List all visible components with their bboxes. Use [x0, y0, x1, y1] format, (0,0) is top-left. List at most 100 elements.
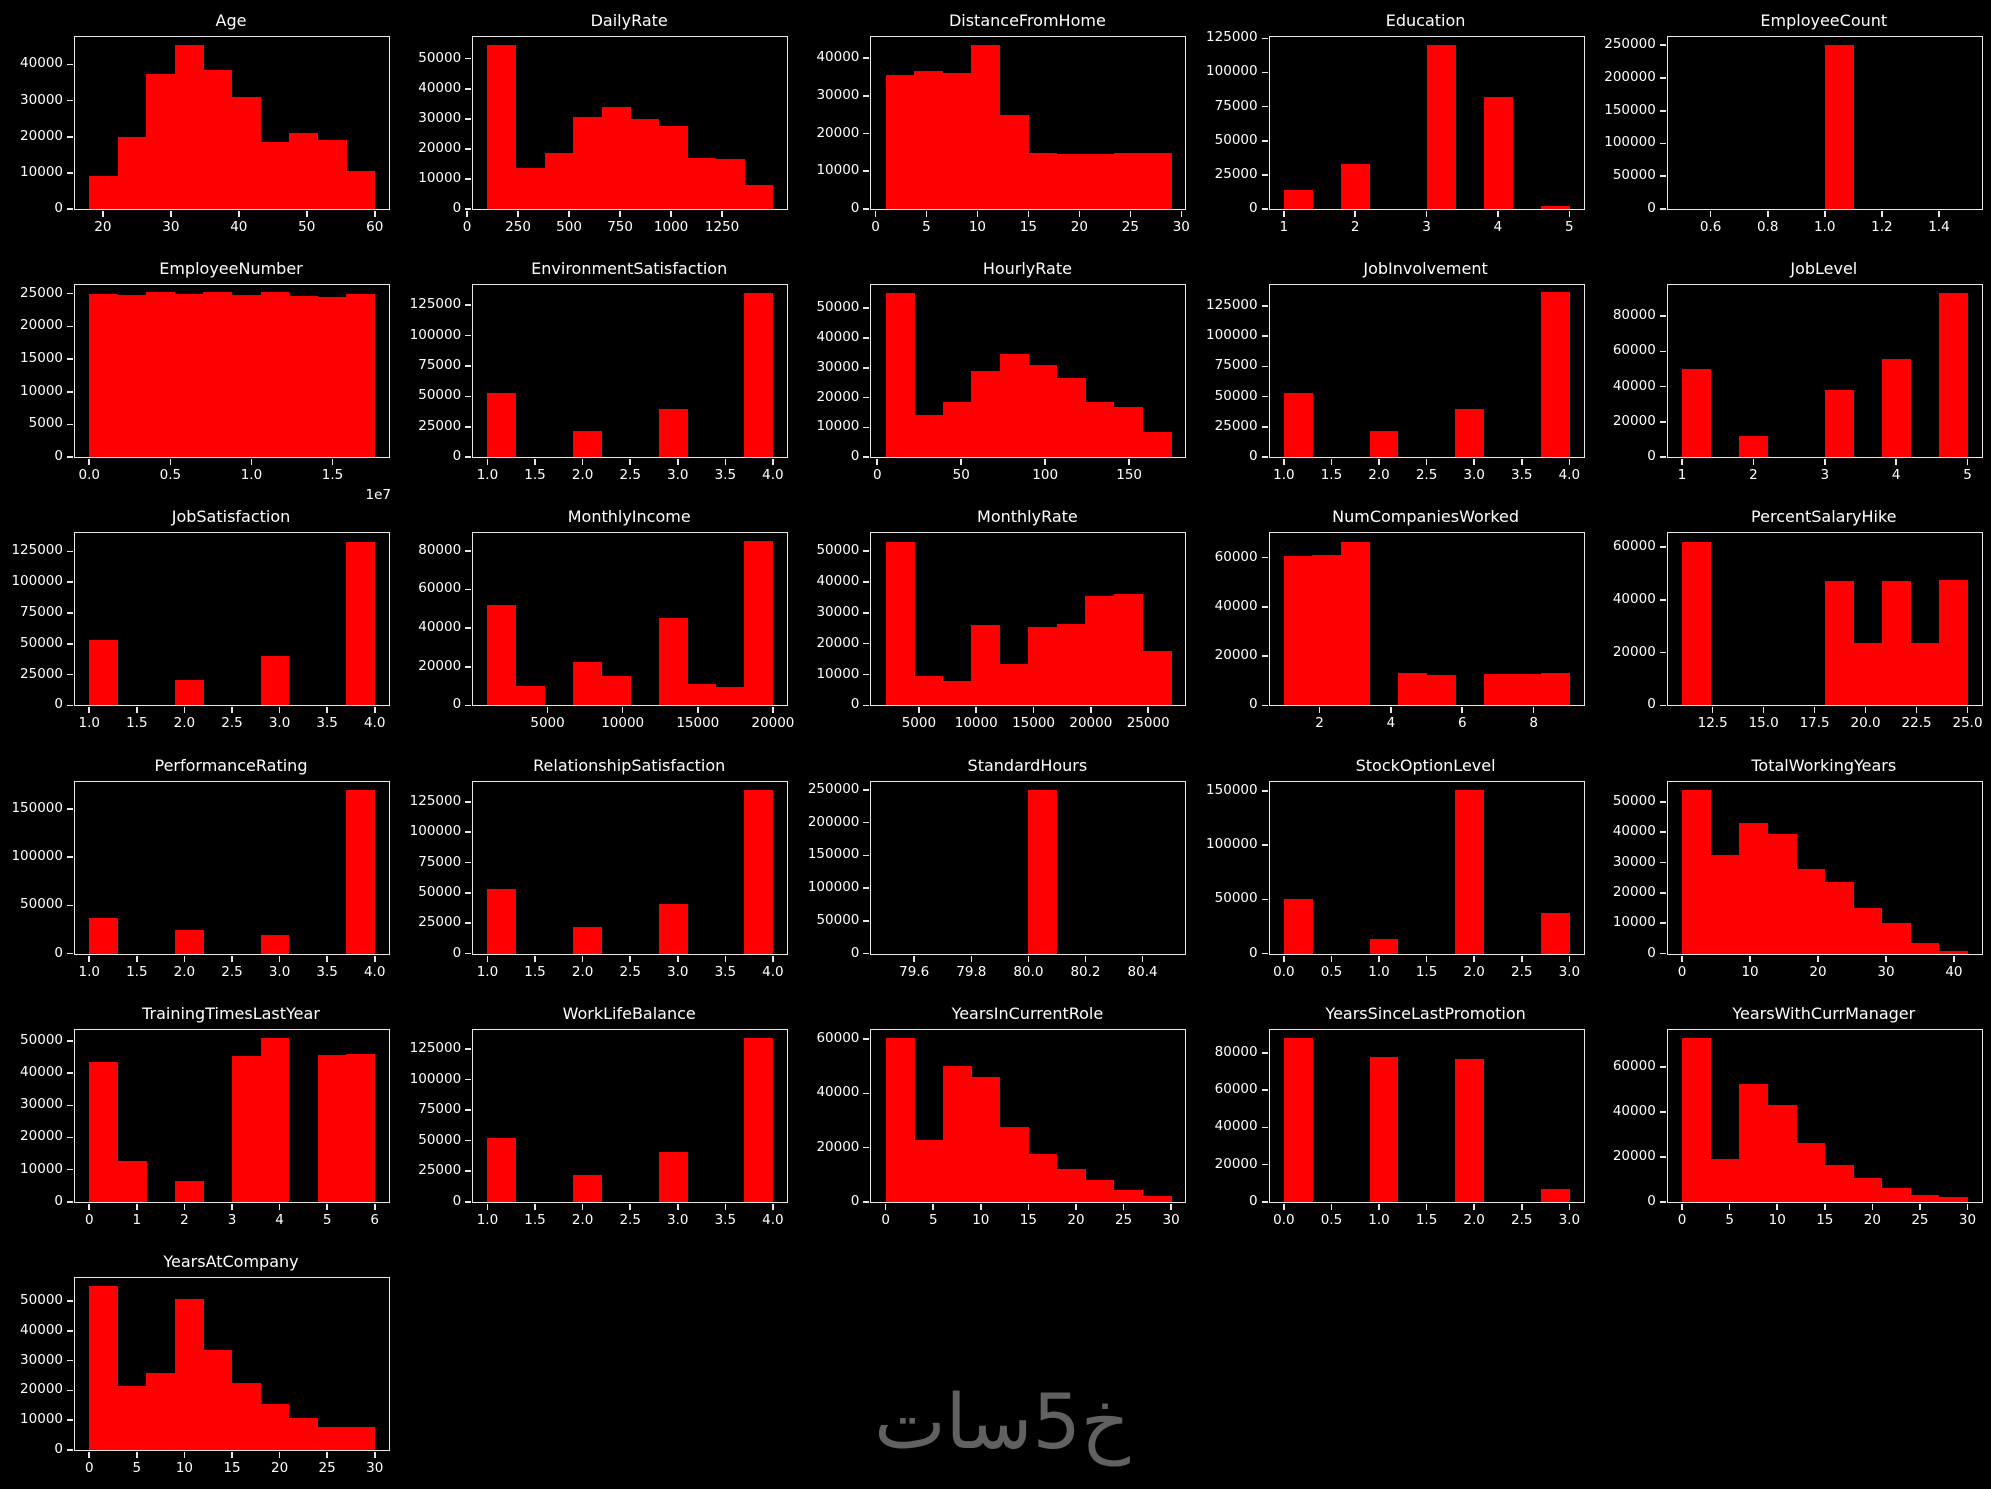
y-tick-mark: [1659, 456, 1666, 458]
x-tick-mark: [1318, 707, 1321, 714]
histogram-yearssincelastpromotion: YearsSinceLastPromotion 0 20000 40000 60000 8…: [1195, 993, 1593, 1241]
histogram-bar: [942, 1066, 972, 1202]
y-tick-mark: [863, 1146, 870, 1149]
x-tick-mark: [373, 1203, 376, 1210]
plot-title: YearsInCurrentRole: [951, 1003, 1104, 1023]
y-tick-mark: [1659, 704, 1666, 707]
x-tick-label: 250: [505, 219, 531, 235]
histogram-bar: [971, 625, 1001, 706]
plot-title: RelationshipSatisfaction: [533, 755, 726, 775]
y-tick-label: 100000: [1604, 134, 1656, 151]
x-tick-mark: [1425, 211, 1428, 217]
axis-offset-label: 1e7: [365, 487, 391, 504]
histogram-bar: [317, 1426, 347, 1450]
x-tick-mark: [1568, 955, 1571, 962]
histogram-bar: [1824, 1164, 1854, 1202]
histogram-bar: [203, 1350, 233, 1450]
histogram-bar: [1824, 390, 1854, 458]
x-tick-label: 1: [1677, 467, 1687, 484]
y-tick-mark: [863, 208, 870, 210]
x-tick-mark: [1283, 459, 1285, 466]
y-tick-label: 50000: [20, 634, 63, 651]
x-tick-label: 30: [162, 219, 180, 235]
y-tick-label: 125000: [1206, 29, 1258, 46]
x-tick-mark: [1390, 707, 1392, 714]
plot-area: 0 25000 50000 75000 100000 125000 1.0 1.5 2.0 2.5…: [410, 284, 789, 483]
histogram-bar: [1881, 581, 1911, 706]
y-tick-mark: [67, 358, 73, 360]
y-tick-mark: [1659, 831, 1666, 834]
y-tick-mark: [67, 952, 73, 955]
histogram-dailyrate: DailyRate 0 10000 20000 30000 40000 50000 0 250 5…: [398, 0, 796, 248]
x-tick-label: 25: [1114, 1211, 1133, 1228]
histogram-bar: [487, 393, 517, 458]
y-tick-label: 60000: [418, 580, 462, 597]
x-tick-label: 0: [881, 1211, 890, 1228]
histogram-bar: [971, 370, 1001, 458]
histogram-bar: [1938, 293, 1968, 458]
histogram-bar: [1739, 1083, 1769, 1202]
x-tick-mark: [1170, 1203, 1172, 1210]
y-tick-label: 10000: [20, 1160, 63, 1177]
y-tick-mark: [1261, 365, 1268, 368]
y-tick-mark: [67, 1072, 73, 1074]
histogram-education: Education 0 25000 50000 75000 100000 125000 1 2 3…: [1195, 0, 1593, 248]
y-tick-label: 100000: [11, 848, 63, 865]
y-tick-label: 20000: [1612, 1147, 1656, 1164]
x-tick-mark: [1895, 459, 1897, 466]
x-tick-mark: [1520, 1203, 1523, 1210]
y-tick-label: 125000: [1206, 296, 1258, 313]
histogram-bar: [1283, 556, 1313, 706]
x-tick-mark: [619, 211, 621, 217]
plot-title: JobSatisfaction: [171, 507, 291, 527]
x-tick-mark: [1681, 955, 1683, 962]
plot-title: MonthlyRate: [977, 507, 1078, 527]
x-tick-label: 3.0: [1558, 1211, 1581, 1228]
x-tick-mark: [231, 707, 233, 714]
x-tick-label: 150: [1116, 467, 1143, 484]
histogram-bar: [317, 140, 347, 209]
plot-title: Age: [215, 11, 247, 30]
histogram-bar: [1369, 430, 1399, 458]
histogram-bar: [658, 408, 688, 458]
histogram-relationshipsatisfaction: RelationshipSatisfaction 0 25000 50000 75000…: [398, 745, 796, 993]
x-tick-mark: [1966, 459, 1969, 466]
x-tick-label: 0: [1677, 963, 1687, 980]
x-tick-label: 30: [1162, 1211, 1180, 1228]
histogram-bar: [999, 663, 1029, 706]
y-tick-mark: [1261, 208, 1268, 210]
y-tick-mark: [465, 365, 472, 367]
x-tick-mark: [1473, 955, 1475, 962]
y-tick-label: 0: [54, 200, 63, 216]
x-tick-label: 2.0: [1463, 1211, 1485, 1228]
y-tick-label: 10000: [1612, 914, 1656, 931]
x-tick-label: 3.0: [667, 963, 689, 980]
x-tick-mark: [373, 211, 376, 217]
y-tick-label: 50000: [816, 541, 860, 558]
plot-area: 0 20000 40000 60000 12.5 15.0 17.5 20.0 22.5 25.0: [1613, 532, 1983, 731]
x-tick-mark: [1532, 707, 1535, 714]
histogram-bar: [346, 1426, 376, 1450]
khamsat-watermark: خ5سات: [874, 1377, 1130, 1466]
y-tick-label: 10000: [20, 382, 63, 399]
x-tick-label: 5: [132, 1460, 142, 1476]
y-tick-label: 40000: [816, 572, 860, 589]
histogram-bar: [971, 44, 1001, 209]
x-tick-label: 30: [1958, 1211, 1977, 1228]
x-tick-label: 1.0: [1368, 963, 1390, 980]
x-tick-mark: [486, 955, 489, 962]
histogram-bar: [573, 117, 603, 209]
plot-area: 0 20000 40000 60000 0 5 10 15 20 25 30: [1613, 1028, 1983, 1228]
histogram-bar: [1142, 651, 1172, 706]
x-tick-label: 10: [1768, 1211, 1786, 1228]
histogram-bar: [914, 415, 944, 458]
plot-area: 0 25000 50000 75000 100000 125000 1.0 1.5 2.0 2.5…: [11, 532, 390, 731]
x-tick-mark: [1823, 1203, 1826, 1210]
y-tick-label: 10000: [418, 169, 462, 186]
y-tick-label: 40000: [418, 79, 462, 96]
x-tick-label: 3.5: [714, 963, 737, 980]
x-tick-mark: [1075, 1203, 1077, 1210]
y-tick-mark: [1659, 175, 1666, 178]
histogram-bar: [260, 656, 290, 706]
